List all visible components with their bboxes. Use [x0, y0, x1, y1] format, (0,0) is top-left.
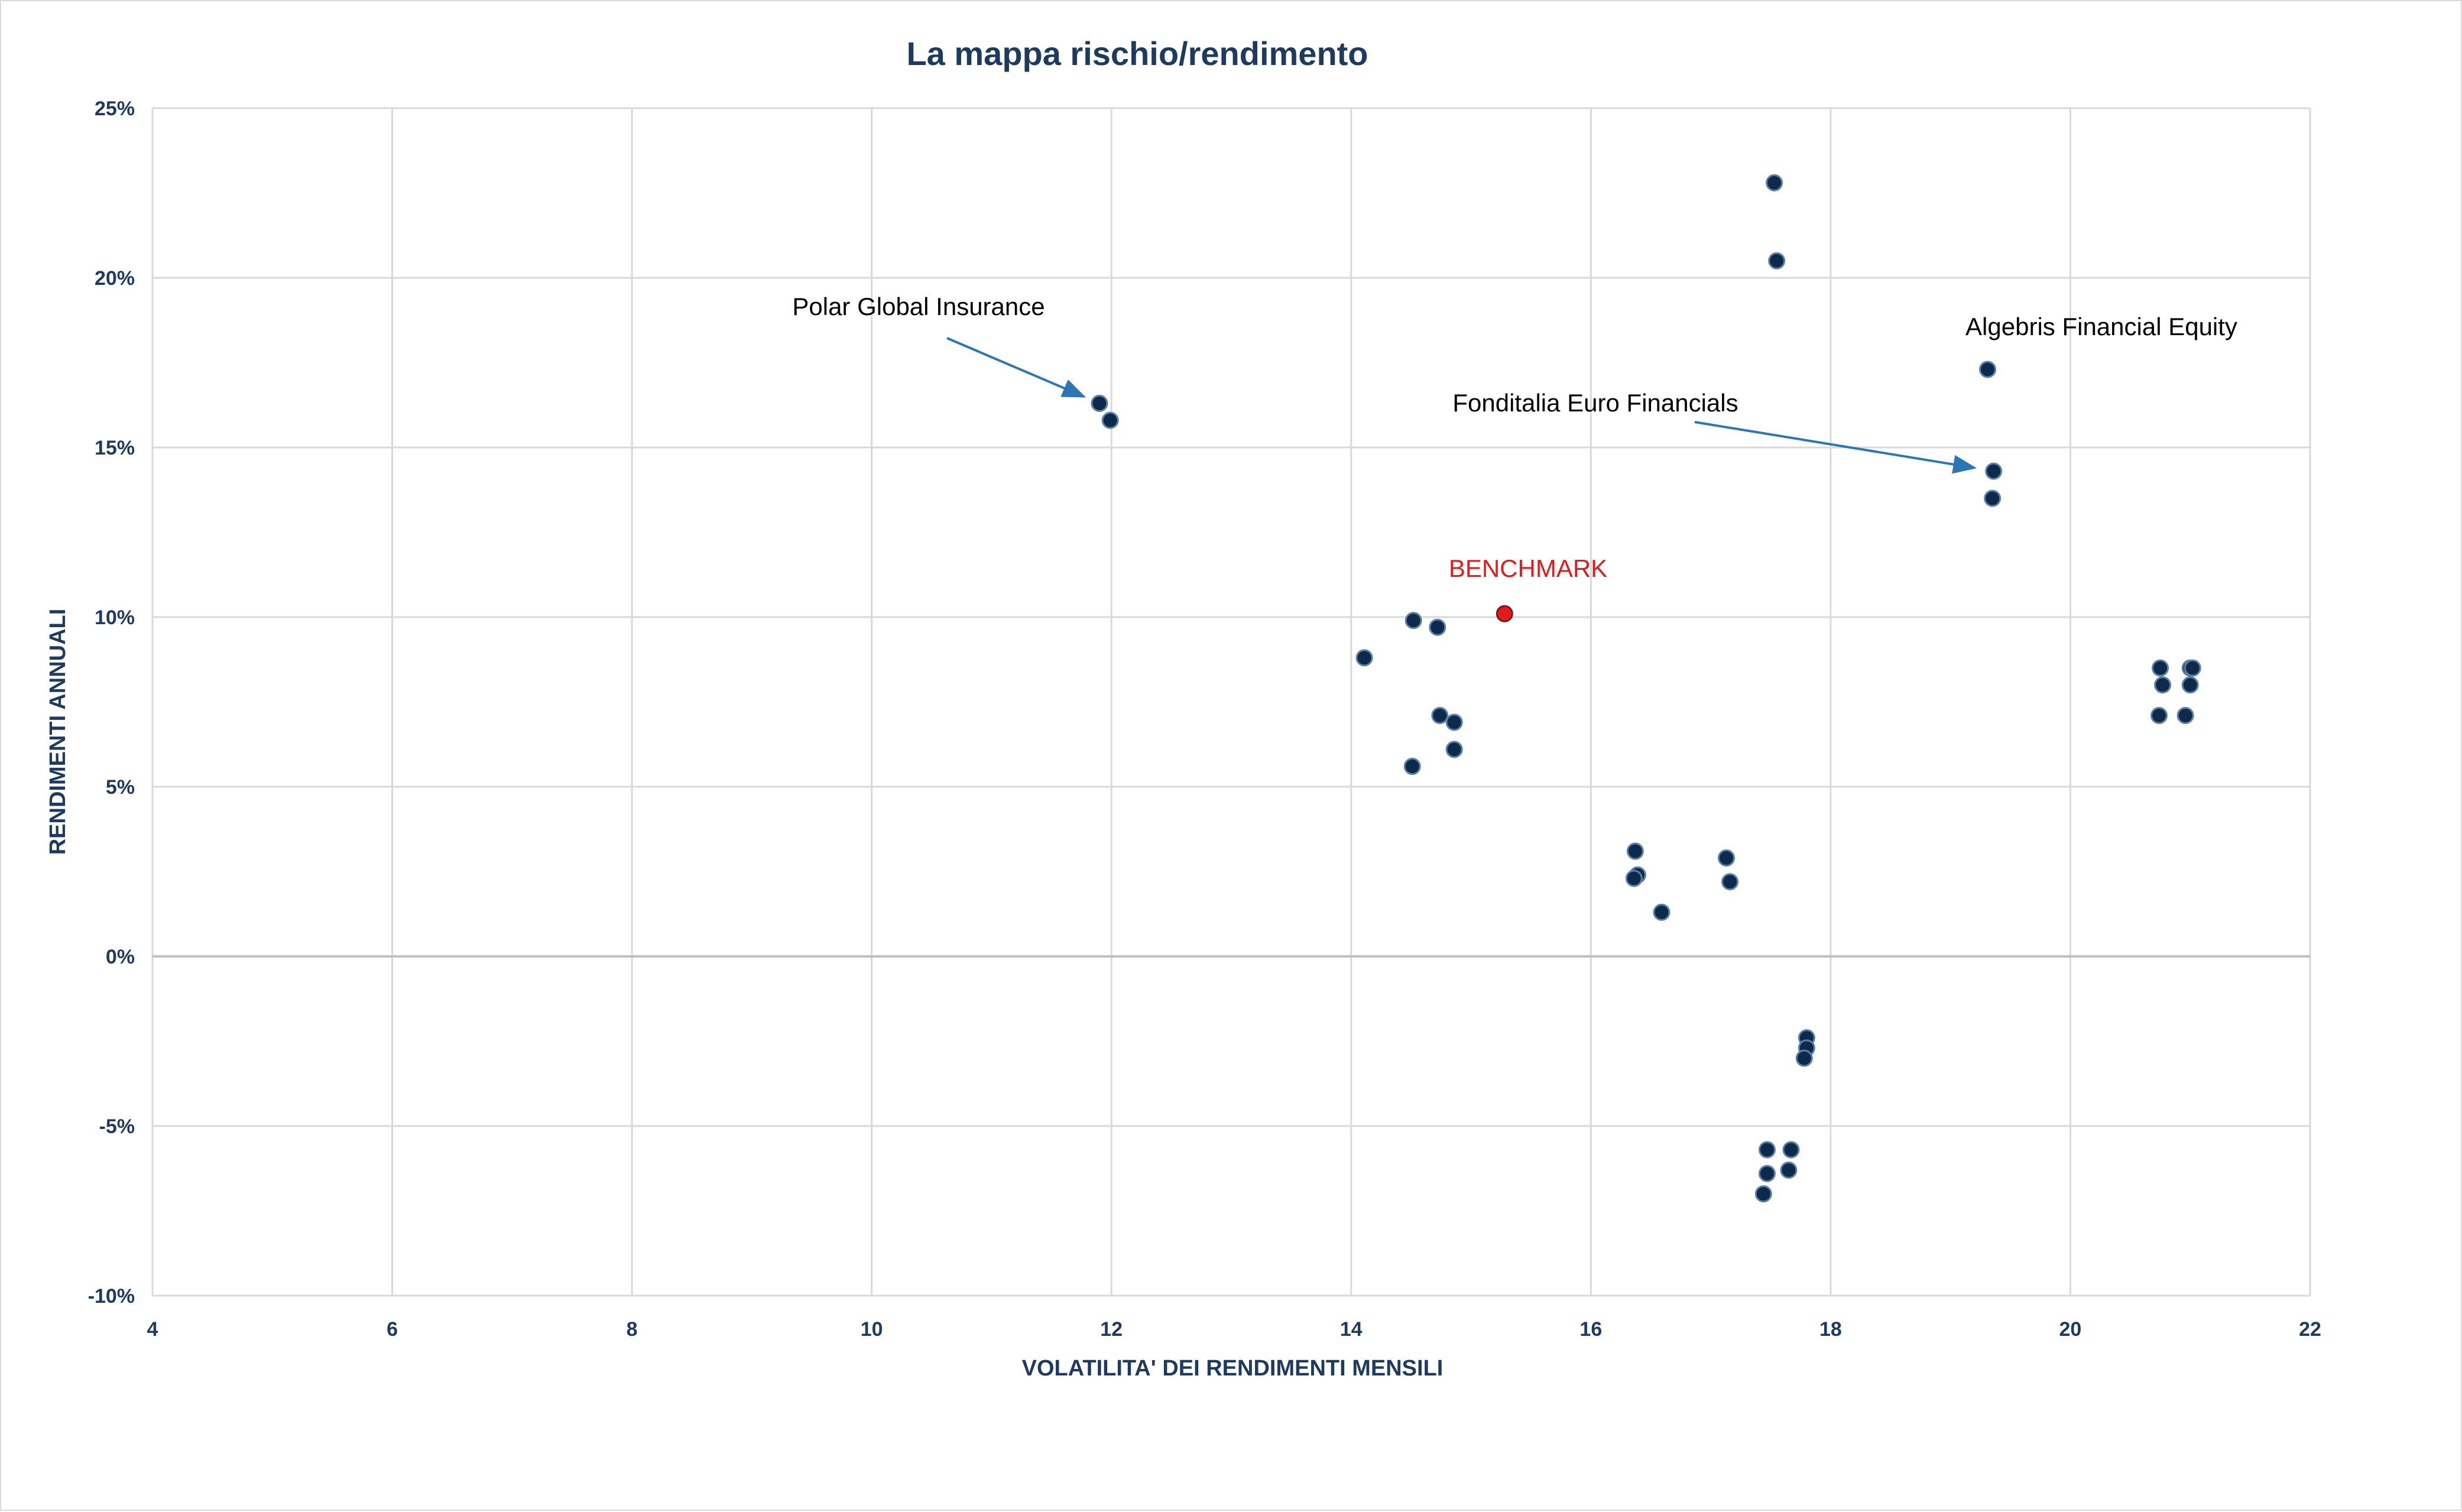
- chart-title: La mappa rischio/rendimento: [906, 35, 1368, 72]
- x-tick-label: 6: [387, 1318, 398, 1341]
- y-tick-label: 15%: [95, 437, 135, 459]
- data-point: [1766, 174, 1783, 192]
- data-point: [1768, 252, 1786, 270]
- data-point: [1404, 612, 1422, 630]
- y-tick-label: 10%: [95, 606, 135, 629]
- x-axis-title: VOLATILITA' DEI RENDIMENTI MENSILI: [1022, 1356, 1444, 1381]
- data-point: [1758, 1164, 1776, 1182]
- data-point: [1429, 618, 1446, 636]
- y-tick-label: 0%: [106, 946, 135, 968]
- x-tick-label: 22: [2299, 1318, 2321, 1341]
- x-tick-label: 20: [2059, 1318, 2082, 1341]
- data-point: [1985, 462, 2003, 480]
- annotation-fonditalia-euro-financials: Fonditalia Euro Financials: [1452, 389, 1738, 417]
- x-tick-label: 18: [1819, 1318, 1842, 1341]
- benchmark-point: [1496, 605, 1513, 622]
- data-point: [1984, 489, 2002, 507]
- data-point: [1403, 758, 1421, 776]
- data-point: [1445, 713, 1463, 731]
- annotation-arrow: [1694, 421, 1977, 474]
- data-point: [2181, 676, 2199, 694]
- y-tick-label: -10%: [88, 1285, 135, 1307]
- data-point: [2154, 676, 2172, 694]
- y-tick-label: 20%: [95, 267, 135, 290]
- x-tick-label: 10: [861, 1318, 883, 1341]
- annotation-algebris-financial-equity: Algebris Financial Equity: [1965, 313, 2237, 340]
- data-point: [2184, 659, 2201, 677]
- data-point: [2150, 706, 2168, 724]
- data-point: [1091, 394, 1108, 412]
- benchmark-label: BENCHMARK: [1449, 554, 1607, 582]
- x-tick-label: 12: [1100, 1318, 1123, 1341]
- x-tick-label: 4: [147, 1318, 158, 1341]
- y-tick-label: 5%: [106, 776, 135, 799]
- data-point: [1445, 741, 1463, 758]
- y-tick-label: -5%: [99, 1115, 135, 1138]
- data-point: [1758, 1141, 1776, 1159]
- data-point: [1782, 1141, 1800, 1159]
- data-point: [1653, 903, 1670, 921]
- data-point: [1625, 869, 1643, 887]
- data-point: [1979, 361, 1997, 378]
- x-tick-label: 16: [1579, 1318, 1602, 1341]
- data-point: [1355, 649, 1373, 667]
- data-point: [1754, 1185, 1772, 1203]
- data-point: [2176, 706, 2194, 724]
- x-tick-label: 8: [627, 1318, 638, 1341]
- y-axis-title: RENDIMENTI ANNUALI: [46, 609, 70, 855]
- data-point: [1626, 842, 1644, 860]
- annotation-arrow: [946, 337, 1086, 398]
- data-point: [2152, 659, 2169, 677]
- y-tick-label: 25%: [95, 98, 135, 120]
- x-tick-label: 14: [1340, 1318, 1363, 1341]
- data-point: [1431, 706, 1449, 724]
- data-point: [1101, 411, 1119, 429]
- annotation-polar-global-insurance: Polar Global Insurance: [792, 293, 1045, 320]
- data-point: [1795, 1049, 1813, 1067]
- data-point: [1780, 1161, 1798, 1179]
- data-point: [1721, 873, 1739, 891]
- data-point: [1717, 849, 1735, 867]
